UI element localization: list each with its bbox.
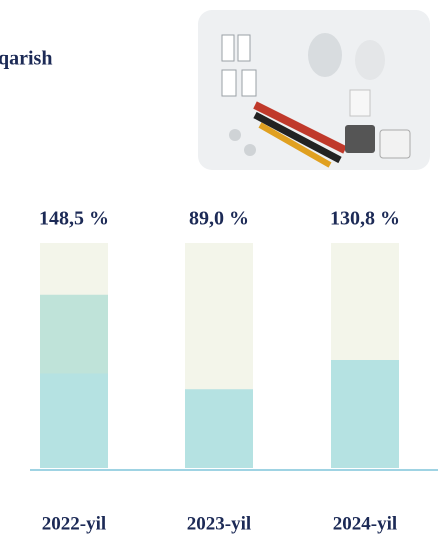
bar-segment xyxy=(40,373,108,468)
growth-label: 148,5 % xyxy=(39,208,109,230)
x-tick-label: 2023-yil xyxy=(187,513,251,534)
chart-title: qarish xyxy=(0,48,52,70)
product-photo xyxy=(198,10,430,170)
growth-label: 130,8 % xyxy=(330,208,400,230)
x-tick-label: 2024-yil xyxy=(333,513,397,534)
growth-label: 89,0 % xyxy=(189,208,249,230)
x-tick-label: 2022-yil xyxy=(42,513,106,534)
bar-segment xyxy=(40,294,108,374)
bar-segment xyxy=(331,360,399,468)
bar-segment xyxy=(185,389,253,468)
